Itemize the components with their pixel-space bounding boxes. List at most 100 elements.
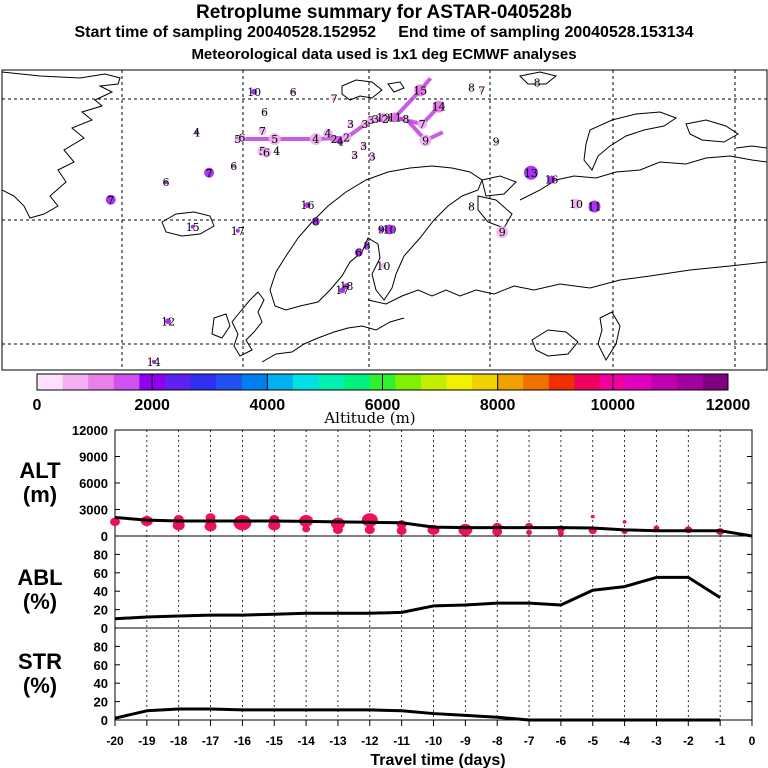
plume-marker-label: 8 bbox=[468, 201, 475, 214]
plume-marker-label: 3 bbox=[351, 149, 358, 162]
plume-marker-22: 3 bbox=[360, 140, 367, 153]
colorbar-cell bbox=[548, 374, 575, 390]
plume-marker-dot bbox=[341, 132, 352, 143]
plume-marker-label: 4 bbox=[325, 128, 332, 141]
plume-marker-label: 9 bbox=[499, 226, 506, 239]
plume-marker-28: 8 bbox=[402, 113, 409, 126]
colorbar-cell bbox=[190, 374, 217, 390]
colorbar-cell bbox=[164, 374, 192, 390]
plume-marker-56: 17 bbox=[335, 284, 349, 297]
y-tick-label: 80 bbox=[94, 547, 108, 562]
plume-marker-dot bbox=[105, 418, 109, 422]
chart-title: Retroplume summary for ASTAR-040528b bbox=[196, 2, 572, 23]
alt-scatter-point bbox=[622, 520, 627, 524]
plume-marker-dot bbox=[332, 96, 337, 101]
plume-marker-58: 14 bbox=[147, 356, 161, 369]
x-tick-label: -18 bbox=[170, 734, 188, 748]
series-lines bbox=[114, 515, 753, 722]
plume-marker-dot bbox=[343, 283, 350, 290]
plume-marker-label: 15 bbox=[413, 84, 427, 97]
x-tick-label: -11 bbox=[393, 734, 410, 748]
plume-marker-dot bbox=[347, 121, 354, 128]
plume-marker-8: 5 bbox=[268, 133, 281, 146]
plume-marker-label: 11 bbox=[388, 111, 402, 124]
plume-marker-label: 6 bbox=[230, 160, 237, 173]
plume-marker-2: 7 bbox=[204, 167, 215, 180]
plume-marker-label: 5 bbox=[234, 133, 241, 146]
plume-marker-dot bbox=[304, 202, 311, 209]
plume-marker-label: 9 bbox=[422, 134, 429, 147]
plume-marker-dot bbox=[291, 89, 296, 94]
plume-marker-label: 4 bbox=[312, 133, 319, 146]
colorbar-cell bbox=[497, 374, 524, 390]
plume-marker-label: 8 bbox=[312, 215, 319, 228]
plume-marker-dot bbox=[323, 128, 333, 139]
plume-marker-16: 2 bbox=[330, 133, 339, 146]
plume-marker-52: 9 bbox=[378, 223, 385, 236]
plume-marker-11: 4 bbox=[273, 145, 280, 158]
x-tick-label: -9 bbox=[460, 734, 471, 748]
plume-marker-label: 10 bbox=[569, 198, 583, 211]
alt-scatter-point bbox=[332, 525, 343, 535]
x-tick-label: -7 bbox=[524, 734, 535, 748]
y-tick-label: 20 bbox=[94, 695, 108, 710]
plume-marker-label: 4 bbox=[273, 145, 280, 158]
plume-marker-dot bbox=[165, 318, 172, 325]
plume-marker-dot bbox=[251, 88, 258, 95]
plume-marker-dot bbox=[235, 228, 240, 233]
plume-marker-27: 2 bbox=[382, 113, 389, 126]
plume-marker-dot bbox=[268, 133, 281, 145]
plume-marker-label: 11 bbox=[588, 201, 602, 214]
colorbar-cell bbox=[702, 374, 729, 390]
plume-marker-label: 10 bbox=[247, 86, 261, 99]
plume-marker-dot bbox=[389, 112, 400, 123]
plume-marker-dot bbox=[414, 84, 427, 97]
colorbar-cell bbox=[472, 374, 499, 390]
plume-marker-35: 7 bbox=[478, 84, 485, 97]
plume-marker-13: 7 bbox=[331, 93, 338, 106]
x-tick-label: -2 bbox=[683, 734, 694, 748]
plume-marker-40: 16 bbox=[544, 174, 558, 187]
plume-marker-label: 12 bbox=[161, 315, 175, 328]
plume-marker-3: 6 bbox=[230, 160, 237, 173]
vertical-gridlines bbox=[146, 430, 721, 720]
plume-marker-41: 10 bbox=[569, 198, 583, 211]
colorbar-cell bbox=[625, 374, 652, 390]
plume-marker-45: 6 bbox=[163, 176, 170, 189]
plume-marker-label: 8 bbox=[402, 113, 409, 126]
plume-marker-38: 8 bbox=[468, 201, 475, 214]
plume-marker-39: 13 bbox=[523, 165, 538, 180]
plume-marker-dot bbox=[360, 120, 369, 129]
plume-marker-label: 6 bbox=[355, 246, 362, 259]
alt-scatter-point bbox=[172, 520, 185, 531]
x-tick-label: -10 bbox=[425, 734, 443, 748]
plume-marker-53: 10 bbox=[383, 223, 397, 236]
plume-marker-49: 8 bbox=[311, 215, 320, 228]
colorbar-cell bbox=[344, 374, 371, 390]
plume-marker-dot bbox=[351, 152, 358, 159]
alt-panel-label: ALT bbox=[19, 458, 61, 483]
plume-marker-label: 6 bbox=[290, 86, 297, 99]
met-data-note: Meteorological data used is 1x1 deg ECMW… bbox=[191, 46, 577, 63]
plume-marker-dot bbox=[337, 138, 344, 145]
plume-marker-33: 14 bbox=[432, 100, 446, 114]
alt-scatter-point bbox=[233, 515, 252, 531]
x-tick-label: -3 bbox=[651, 734, 662, 748]
plume-marker-label: 2 bbox=[331, 133, 338, 146]
colorbar-tick-label: 4000 bbox=[250, 397, 286, 414]
plume-marker-17: 4 bbox=[337, 136, 344, 149]
y-tick-label: 0 bbox=[101, 713, 108, 728]
plume-marker-32: 15 bbox=[413, 84, 427, 97]
plume-marker-label: 4 bbox=[337, 136, 344, 149]
x-tick-label: -1 bbox=[715, 734, 726, 748]
x-tick-label: -19 bbox=[138, 734, 156, 748]
plume-marker-dot bbox=[469, 85, 474, 90]
plume-marker-label: 3 bbox=[372, 113, 379, 126]
coastlines bbox=[2, 71, 767, 363]
colorbar-cells bbox=[37, 374, 729, 390]
plume-marker-48: 16 bbox=[301, 199, 315, 212]
alt-series-line bbox=[114, 515, 753, 538]
plume-marker-label: 6 bbox=[238, 132, 245, 145]
colorbar-tick-label: 2000 bbox=[134, 397, 170, 414]
plume-marker-label: 7 bbox=[259, 125, 266, 138]
